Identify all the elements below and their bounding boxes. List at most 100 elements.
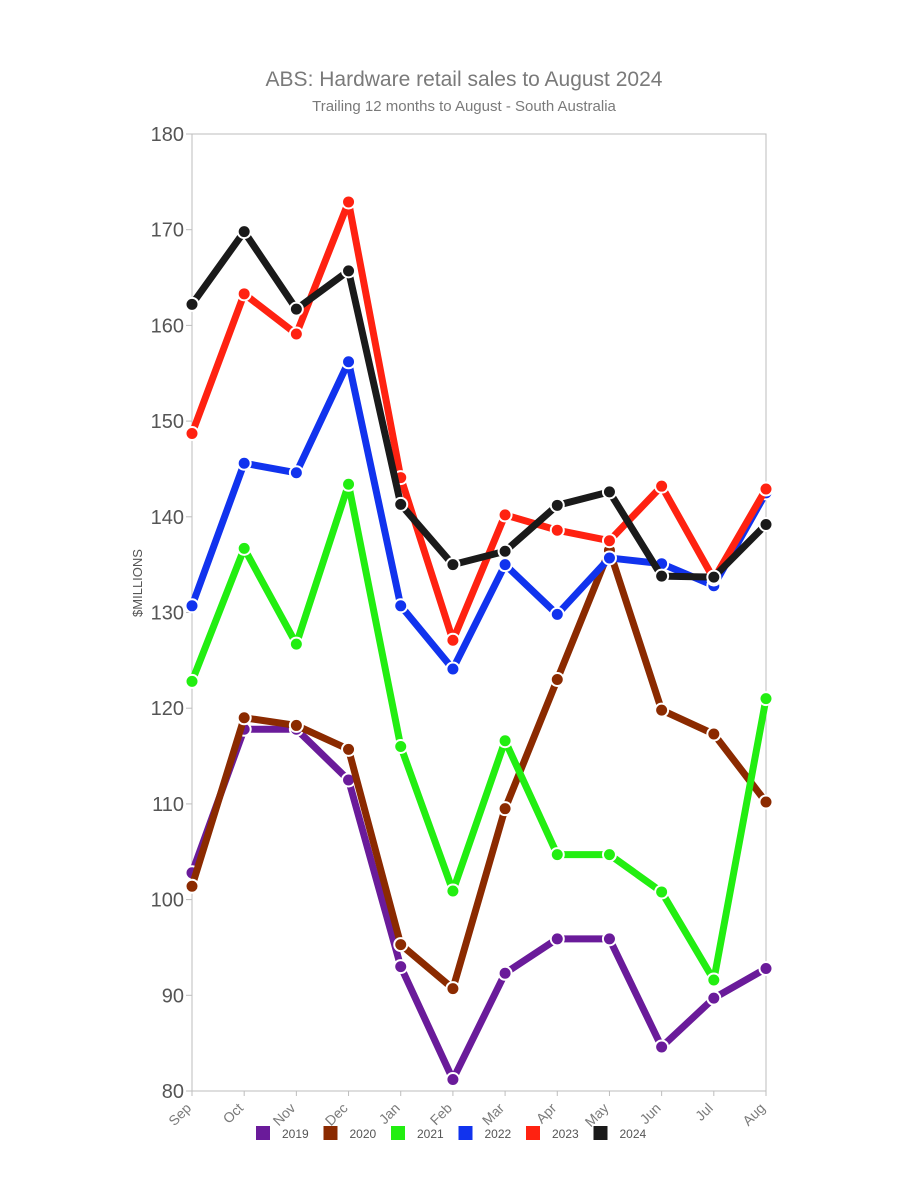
data-point bbox=[393, 598, 409, 614]
data-point bbox=[184, 673, 200, 689]
data-point bbox=[706, 972, 722, 988]
data-point bbox=[184, 598, 200, 614]
y-axis: 80 90 100 110 120 130 140 150 160 170 180 bbox=[151, 124, 192, 1103]
data-point bbox=[288, 301, 304, 317]
legend-swatch bbox=[526, 1126, 540, 1140]
data-point bbox=[654, 884, 670, 900]
x-tick-label: Aug bbox=[739, 1100, 768, 1129]
data-point bbox=[393, 959, 409, 975]
legend-label: 2021 bbox=[417, 1127, 444, 1141]
series-layer bbox=[184, 194, 774, 1088]
data-point bbox=[497, 507, 513, 523]
data-point bbox=[601, 931, 617, 947]
data-point bbox=[497, 733, 513, 749]
data-point bbox=[497, 965, 513, 981]
data-point bbox=[654, 702, 670, 718]
data-point bbox=[654, 478, 670, 494]
legend-swatch bbox=[391, 1126, 405, 1140]
data-point bbox=[184, 878, 200, 894]
x-tick-label: Nov bbox=[270, 1100, 299, 1129]
series-line bbox=[188, 358, 770, 673]
y-tick-label: 120 bbox=[151, 698, 184, 720]
data-point bbox=[393, 937, 409, 953]
y-tick-label: 180 bbox=[151, 124, 184, 146]
data-point bbox=[654, 1039, 670, 1055]
y-tick-label: 100 bbox=[151, 890, 184, 912]
series-2019 bbox=[184, 721, 774, 1088]
data-point bbox=[393, 496, 409, 512]
data-point bbox=[601, 533, 617, 549]
y-axis-label: $MILLIONS bbox=[130, 549, 145, 617]
series-line bbox=[188, 198, 770, 644]
y-tick-label: 170 bbox=[151, 220, 184, 242]
series-2022 bbox=[184, 354, 774, 677]
data-point bbox=[497, 801, 513, 817]
legend-label: 2023 bbox=[552, 1127, 579, 1141]
data-point bbox=[758, 516, 774, 532]
legend-swatch bbox=[323, 1126, 338, 1140]
data-point bbox=[445, 981, 461, 997]
legend-label: 2024 bbox=[620, 1127, 647, 1141]
data-point bbox=[549, 671, 565, 687]
data-point bbox=[549, 606, 565, 622]
data-point bbox=[445, 883, 461, 899]
data-point bbox=[706, 990, 722, 1006]
series-2021 bbox=[184, 476, 774, 988]
data-point bbox=[341, 476, 357, 492]
data-point bbox=[654, 568, 670, 584]
series-line bbox=[188, 546, 770, 993]
legend-label: 2019 bbox=[282, 1127, 309, 1141]
chart-title: ABS: Hardware retail sales to August 202… bbox=[266, 68, 663, 91]
data-point bbox=[758, 961, 774, 977]
data-point bbox=[341, 354, 357, 370]
y-tick-label: 130 bbox=[151, 603, 184, 625]
data-point bbox=[497, 543, 513, 559]
x-tick-label: Dec bbox=[322, 1100, 351, 1129]
data-point bbox=[706, 569, 722, 585]
data-point bbox=[445, 661, 461, 677]
data-point bbox=[236, 540, 252, 556]
data-point bbox=[549, 847, 565, 863]
chart-subtitle: Trailing 12 months to August - South Aus… bbox=[312, 98, 616, 115]
x-tick-label: Apr bbox=[533, 1100, 560, 1127]
x-tick-label: Mar bbox=[479, 1100, 508, 1129]
data-point bbox=[445, 1072, 461, 1088]
y-tick-label: 90 bbox=[162, 985, 184, 1007]
data-point bbox=[288, 717, 304, 733]
data-point bbox=[758, 794, 774, 810]
data-point bbox=[601, 484, 617, 500]
x-tick-label: Oct bbox=[220, 1100, 247, 1127]
data-point bbox=[393, 738, 409, 754]
data-point bbox=[549, 522, 565, 538]
data-point bbox=[445, 632, 461, 648]
data-point bbox=[184, 426, 200, 442]
data-point bbox=[601, 550, 617, 566]
x-axis: Sep Oct Nov Dec Jan Feb Mar Apr May Jun Jul Aug bbox=[165, 1091, 768, 1130]
data-point bbox=[341, 263, 357, 279]
legend-label: 2020 bbox=[350, 1127, 377, 1141]
data-point bbox=[549, 497, 565, 513]
data-point bbox=[184, 296, 200, 312]
data-point bbox=[236, 224, 252, 240]
y-tick-label: 160 bbox=[151, 315, 184, 337]
x-tick-label: Jul bbox=[692, 1100, 716, 1124]
data-point bbox=[288, 636, 304, 652]
y-tick-label: 110 bbox=[152, 794, 184, 816]
series-line bbox=[188, 725, 770, 1084]
y-tick-label: 150 bbox=[151, 411, 184, 433]
data-point bbox=[706, 726, 722, 742]
data-point bbox=[549, 931, 565, 947]
data-point bbox=[236, 286, 252, 302]
series-line bbox=[188, 228, 770, 581]
series-line bbox=[188, 480, 770, 984]
y-tick-label: 80 bbox=[162, 1081, 184, 1103]
x-tick-label: Feb bbox=[427, 1100, 456, 1129]
data-point bbox=[236, 455, 252, 471]
data-point bbox=[341, 741, 357, 757]
data-point bbox=[758, 481, 774, 497]
y-tick-label: 140 bbox=[151, 507, 184, 529]
x-tick-label: May bbox=[582, 1100, 612, 1130]
data-point bbox=[236, 710, 252, 726]
x-tick-label: Jun bbox=[636, 1100, 663, 1127]
